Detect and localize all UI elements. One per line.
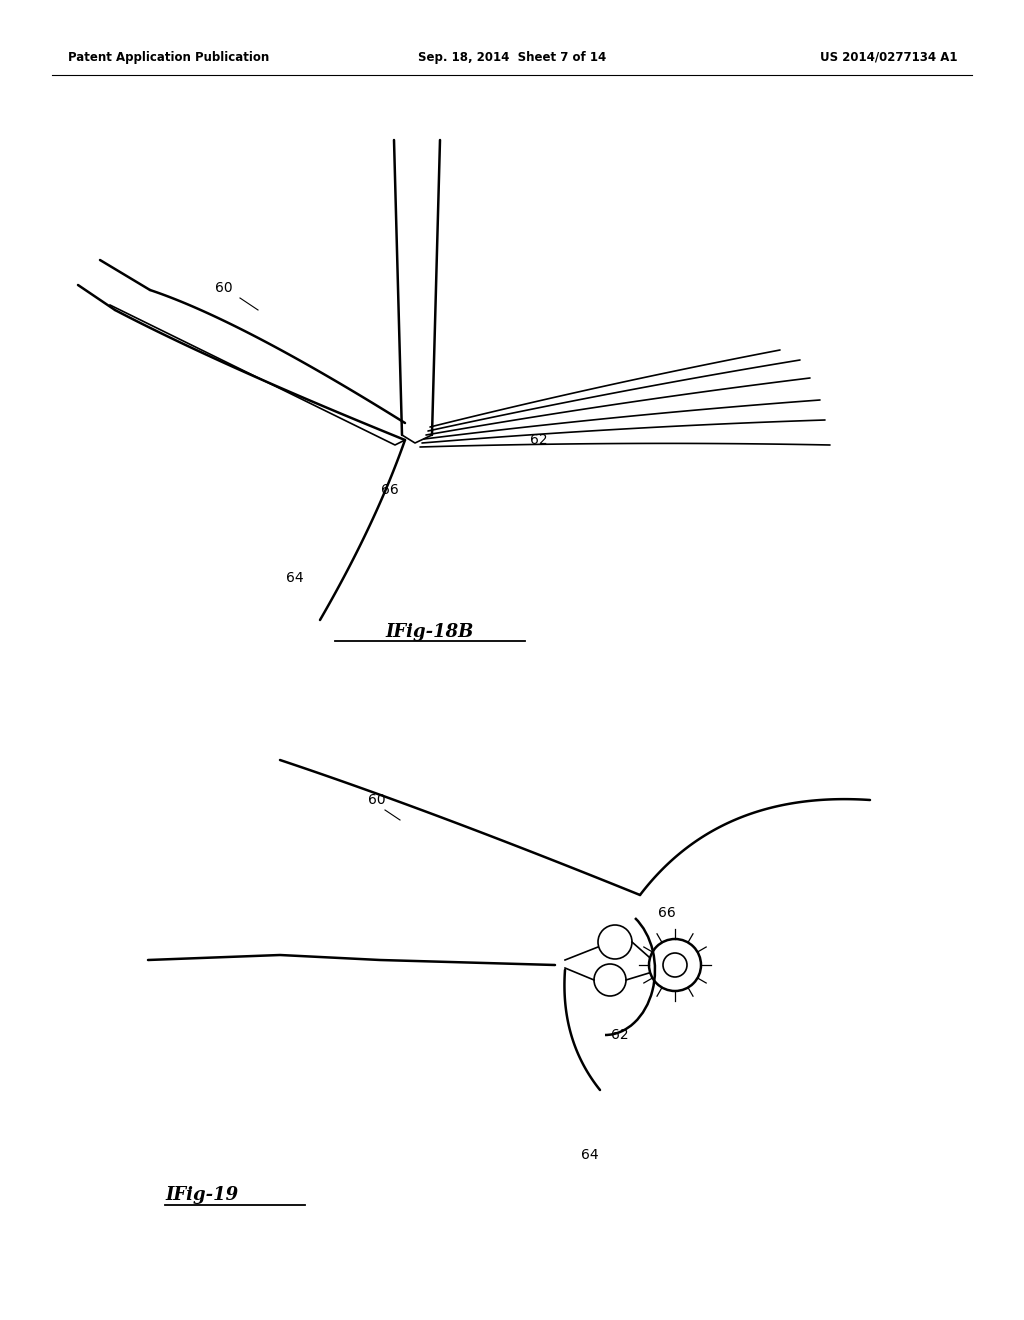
Text: 62: 62	[611, 1028, 629, 1041]
Text: 60: 60	[215, 281, 232, 294]
Text: IFig-18B: IFig-18B	[386, 623, 474, 642]
Text: IFig-19: IFig-19	[165, 1185, 239, 1204]
Text: 66: 66	[658, 906, 676, 920]
Text: 64: 64	[286, 572, 304, 585]
Text: US 2014/0277134 A1: US 2014/0277134 A1	[820, 50, 958, 63]
Text: 60: 60	[368, 793, 386, 807]
Text: Patent Application Publication: Patent Application Publication	[68, 50, 269, 63]
Text: 62: 62	[530, 433, 548, 447]
Text: Sep. 18, 2014  Sheet 7 of 14: Sep. 18, 2014 Sheet 7 of 14	[418, 50, 606, 63]
Text: 64: 64	[582, 1148, 599, 1162]
Text: 66: 66	[381, 483, 399, 498]
